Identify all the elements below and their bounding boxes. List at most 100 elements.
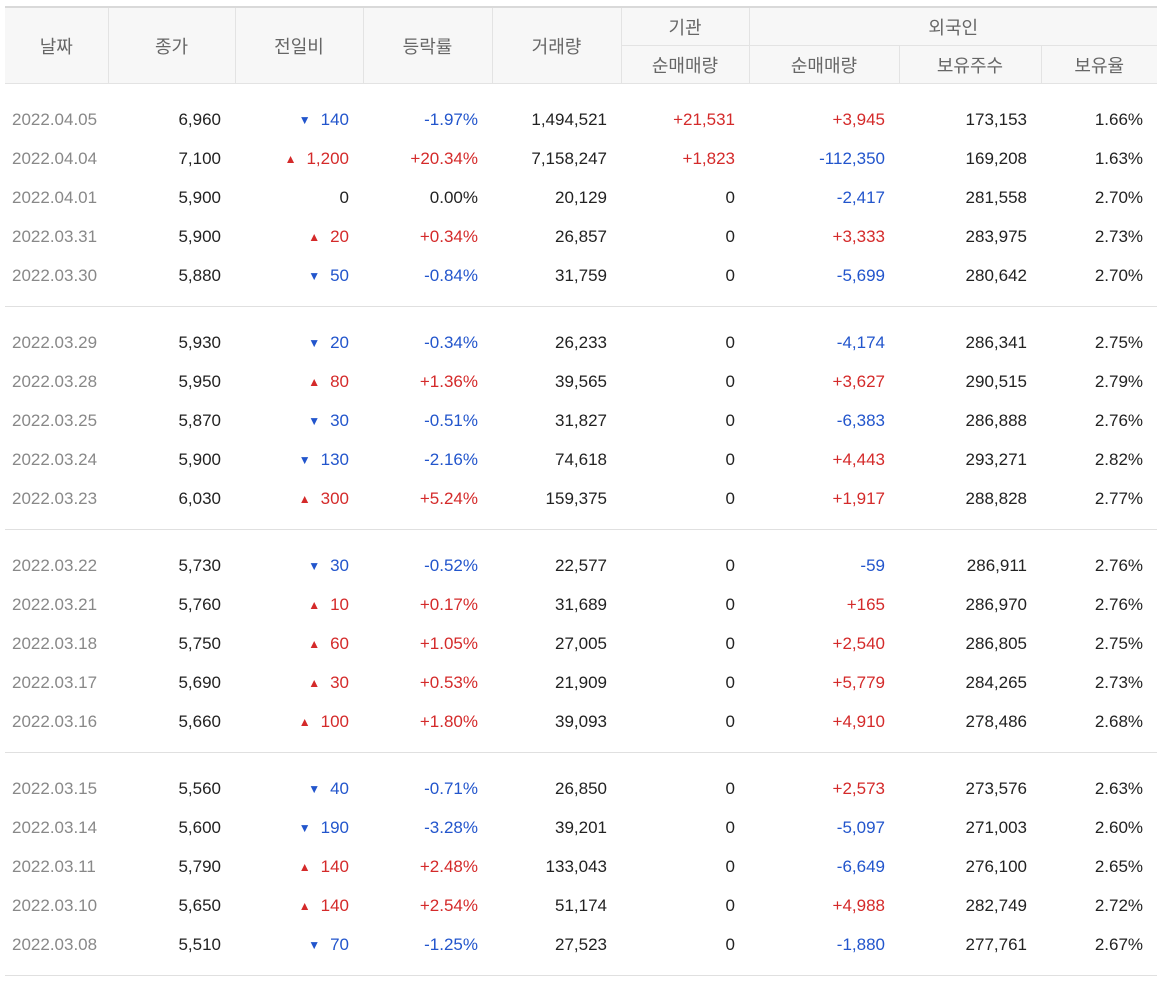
- triangle-up-icon: ▲: [308, 636, 321, 651]
- table-row: 2022.03.08 5,510 ▼ 70 -1.25% 27,523 0 -1,880 277…: [5, 925, 1157, 964]
- frgn-ratio-cell: 2.67%: [1094, 934, 1144, 954]
- frgn-ratio-cell: 2.70%: [1094, 187, 1144, 207]
- change-value: 140: [320, 109, 349, 129]
- stock-history-table: 날짜 종가 전일비 등락률 거래량 기관 외국인 순매매량 순매매량 보유주수 …: [5, 6, 1158, 976]
- change-cell: ▲ 30: [235, 663, 363, 702]
- spacer-cell: [5, 530, 1157, 547]
- frgn-ratio-cell: 1.66%: [1094, 109, 1144, 129]
- change-cell: ▲ 140: [235, 847, 363, 886]
- frgn-hold-cell: 173,153: [965, 109, 1027, 129]
- frgn-hold-cell: 277,761: [965, 934, 1027, 954]
- frgn-hold-cell: 271,003: [965, 817, 1027, 837]
- change-cell: ▲ 20: [235, 217, 363, 256]
- frgn-hold-cell: 286,911: [966, 555, 1027, 575]
- triangle-up-icon: ▲: [284, 151, 297, 166]
- frgn-ratio-cell: 2.70%: [1094, 265, 1144, 285]
- rate-cell: -1.25%: [424, 934, 478, 954]
- table-row: 2022.03.10 5,650 ▲ 140 +2.54% 51,174 0 +4,988 28…: [5, 886, 1157, 925]
- close-cell: 5,870: [178, 410, 221, 430]
- close-cell: 5,660: [178, 711, 221, 731]
- frgn-net-cell: -112,350: [819, 148, 885, 168]
- volume-cell: 26,850: [555, 778, 607, 798]
- date-cell: 2022.03.23: [12, 488, 98, 508]
- change-cell: ▼ 140: [235, 100, 363, 139]
- change-value: 10: [330, 594, 349, 614]
- date-cell: 2022.03.22: [12, 555, 98, 575]
- inst-net-cell: 0: [725, 332, 735, 352]
- change-cell: ▼ 70: [235, 925, 363, 964]
- frgn-net-cell: +2,573: [832, 778, 885, 798]
- spacer-cell: [5, 753, 1157, 770]
- change-value: 1,200: [306, 148, 349, 168]
- triangle-down-icon: ▼: [298, 112, 311, 127]
- frgn-net-cell: +5,779: [832, 672, 885, 692]
- frgn-net-cell: -1,880: [836, 934, 885, 954]
- change-cell: ▼ 130: [235, 440, 363, 479]
- frgn-ratio-cell: 2.68%: [1094, 711, 1144, 731]
- close-cell: 5,900: [178, 187, 221, 207]
- change-cell: ▲ 10: [235, 585, 363, 624]
- frgn-ratio-cell: 2.75%: [1094, 633, 1144, 653]
- rate-cell: -0.52%: [424, 555, 478, 575]
- spacer-cell: [5, 84, 1157, 101]
- header-volume: 거래량: [491, 6, 621, 84]
- date-cell: 2022.03.18: [12, 633, 98, 653]
- volume-cell: 39,093: [555, 711, 607, 731]
- header-frgn-net: 순매매량: [748, 45, 899, 84]
- inst-net-cell: 0: [725, 633, 735, 653]
- volume-cell: 7,158,247: [531, 148, 607, 168]
- spacer-row: [5, 307, 1157, 324]
- date-cell: 2022.04.01: [12, 187, 98, 207]
- frgn-ratio-cell: 2.77%: [1094, 488, 1144, 508]
- change-cell: ▼ 20: [235, 323, 363, 362]
- frgn-net-cell: -2,417: [836, 187, 885, 207]
- divider-cell: [5, 741, 1158, 753]
- table-row: 2022.03.30 5,880 ▼ 50 -0.84% 31,759 0 -5,699 280…: [5, 256, 1157, 295]
- group-divider: [5, 741, 1158, 753]
- rate-cell: -0.71%: [424, 778, 478, 798]
- frgn-hold-cell: 286,341: [965, 332, 1027, 352]
- change-value: 300: [320, 488, 349, 508]
- table-row: 2022.03.28 5,950 ▲ 80 +1.36% 39,565 0 +3,627 290…: [5, 362, 1157, 401]
- close-cell: 5,790: [178, 856, 221, 876]
- rate-cell: -0.84%: [424, 265, 478, 285]
- close-cell: 5,760: [178, 594, 221, 614]
- table-row: 2022.03.18 5,750 ▲ 60 +1.05% 27,005 0 +2,540 286…: [5, 624, 1157, 663]
- triangle-up-icon: ▲: [308, 675, 321, 690]
- change-cell: ▲ 140: [235, 886, 363, 925]
- inst-net-cell: 0: [725, 778, 735, 798]
- triangle-down-icon: ▼: [308, 781, 321, 796]
- change-value: 40: [330, 778, 349, 798]
- frgn-net-cell: +4,910: [832, 711, 885, 731]
- rate-cell: +20.34%: [410, 148, 478, 168]
- frgn-hold-cell: 278,486: [965, 711, 1027, 731]
- triangle-up-icon: ▲: [298, 859, 311, 874]
- frgn-ratio-cell: 2.63%: [1094, 778, 1144, 798]
- date-cell: 2022.03.15: [12, 778, 98, 798]
- table-row: 2022.03.17 5,690 ▲ 30 +0.53% 21,909 0 +5,779 284…: [5, 663, 1157, 702]
- frgn-hold-cell: 273,576: [965, 778, 1027, 798]
- close-cell: 7,100: [178, 148, 221, 168]
- divider-cell: [5, 964, 1158, 976]
- close-cell: 5,730: [178, 555, 221, 575]
- frgn-net-cell: +4,988: [832, 895, 885, 915]
- frgn-hold-cell: 284,265: [965, 672, 1027, 692]
- close-cell: 5,880: [178, 265, 221, 285]
- change-cell: ▼ 190: [235, 808, 363, 847]
- date-cell: 2022.03.08: [12, 934, 98, 954]
- header-frgn-hold: 보유주수: [898, 45, 1041, 84]
- inst-net-cell: 0: [725, 555, 735, 575]
- triangle-down-icon: ▼: [308, 558, 321, 573]
- change-value: 80: [330, 371, 349, 391]
- table-row: 2022.03.16 5,660 ▲ 100 +1.80% 39,093 0 +4,910 27…: [5, 702, 1157, 741]
- frgn-ratio-cell: 2.76%: [1094, 410, 1144, 430]
- rate-cell: -0.34%: [424, 332, 478, 352]
- spacer-row: [5, 530, 1157, 547]
- inst-net-cell: 0: [725, 449, 735, 469]
- change-cell: ▲ 80: [235, 362, 363, 401]
- rate-cell: -0.51%: [424, 410, 478, 430]
- triangle-up-icon: ▲: [308, 374, 321, 389]
- inst-net-cell: 0: [725, 226, 735, 246]
- triangle-down-icon: ▼: [308, 413, 321, 428]
- triangle-up-icon: ▲: [308, 229, 321, 244]
